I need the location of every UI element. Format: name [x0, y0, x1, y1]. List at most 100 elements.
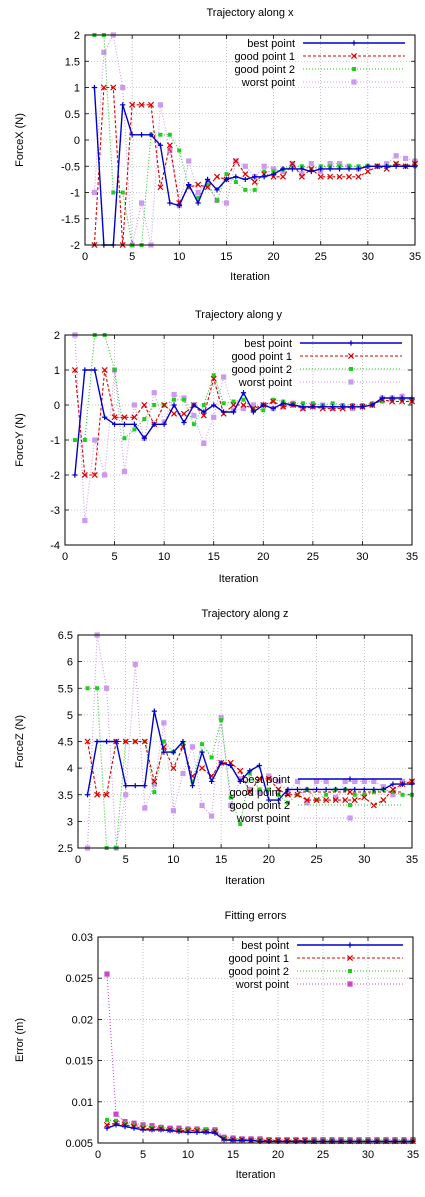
series-line [93, 86, 416, 246]
data-point [214, 187, 220, 193]
data-point [151, 390, 157, 396]
x-tick-label: 0 [95, 1149, 101, 1161]
data-point [371, 786, 377, 793]
x-tick-label: 5 [123, 854, 129, 866]
data-point [205, 182, 210, 187]
data-point [176, 203, 182, 209]
plot-frame [77, 634, 413, 849]
data-point [112, 368, 117, 372]
data-point [161, 720, 167, 726]
data-point [228, 762, 234, 769]
data-point [218, 714, 224, 721]
data-point [393, 153, 399, 159]
data-point [151, 781, 157, 787]
data-point [141, 435, 147, 441]
y-tick-label: 3 [67, 816, 73, 828]
data-point [336, 173, 343, 180]
data-point [337, 164, 342, 169]
data-point [120, 84, 126, 91]
data-point [200, 412, 207, 419]
data-point [201, 409, 207, 415]
data-point [167, 200, 173, 206]
data-point [152, 403, 157, 407]
data-point [120, 102, 126, 108]
data-point [230, 1137, 236, 1144]
data-point [393, 163, 399, 169]
data-point [345, 173, 353, 180]
legend-label: worst point [241, 77, 295, 89]
data-point [170, 808, 177, 814]
data-point [94, 738, 100, 745]
data-point [285, 786, 291, 793]
data-point [280, 403, 287, 410]
gridlines [85, 35, 415, 245]
data-point [270, 398, 277, 405]
data-point [230, 401, 237, 409]
data-point [121, 414, 128, 421]
data-point [266, 787, 271, 792]
data-point [190, 779, 195, 784]
data-point [213, 173, 221, 180]
y-tick-label: 0 [54, 400, 60, 412]
data-point [362, 792, 367, 797]
x-tick-label: 20 [272, 1149, 284, 1161]
data-point [328, 164, 333, 169]
legend-marker [347, 981, 353, 987]
data-point [209, 778, 215, 785]
y-tick-label: 6.5 [58, 630, 73, 642]
data-point [304, 786, 310, 793]
data-point [201, 440, 207, 447]
data-point [157, 184, 164, 191]
data-point [161, 401, 168, 409]
data-point [209, 755, 214, 760]
data-point [111, 414, 118, 421]
data-point [298, 173, 305, 180]
data-point [384, 161, 390, 167]
data-point [299, 164, 304, 169]
data-point [161, 739, 166, 744]
y-tick-label: 0 [74, 135, 80, 147]
x-tick-label: 10 [173, 251, 185, 263]
data-point [95, 686, 100, 691]
data-point [180, 410, 187, 417]
data-point [237, 767, 244, 774]
series-best-point [72, 367, 415, 478]
data-point [122, 1123, 128, 1130]
data-point [256, 789, 262, 795]
data-point [151, 421, 157, 427]
data-point [242, 171, 249, 178]
data-point [72, 472, 78, 478]
data-point [82, 517, 88, 524]
data-point [352, 786, 358, 793]
data-point [120, 190, 125, 195]
data-point [100, 84, 107, 91]
data-point [285, 800, 290, 805]
data-point [364, 168, 371, 175]
data-point [157, 102, 164, 108]
data-point [247, 786, 253, 793]
data-point [158, 1127, 164, 1133]
data-point [279, 173, 287, 180]
legend-marker [351, 79, 357, 85]
legend-marker [351, 40, 357, 46]
data-point [371, 778, 377, 785]
data-point [186, 182, 192, 188]
y-tick-label: -3 [50, 505, 60, 517]
y-axis-label: ForceY (N) [14, 413, 26, 467]
x-tick-label: 35 [409, 251, 421, 263]
x-axis-label: Iteration [219, 573, 259, 585]
legend-marker [348, 969, 352, 973]
data-point [361, 794, 368, 801]
data-point [399, 395, 405, 401]
data-point [71, 366, 78, 374]
data-point [330, 404, 336, 410]
data-point [201, 403, 206, 407]
data-point [123, 783, 129, 789]
data-point [92, 437, 98, 443]
data-point [270, 166, 277, 172]
legend-label: good point 1 [228, 953, 289, 965]
data-point [85, 686, 90, 691]
data-point [333, 794, 339, 801]
